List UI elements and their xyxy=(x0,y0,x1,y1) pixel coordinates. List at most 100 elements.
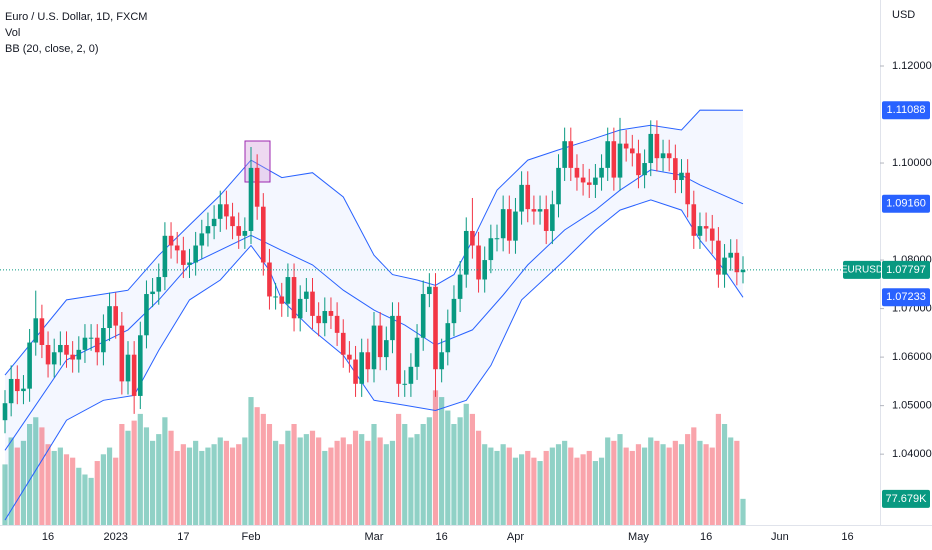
candle-body xyxy=(230,216,235,227)
candle-body xyxy=(224,204,229,217)
volume-bar xyxy=(555,444,562,525)
volume-bar xyxy=(217,437,223,525)
candle-body xyxy=(304,291,309,299)
candle-body xyxy=(377,325,383,358)
volume-bar xyxy=(537,461,543,525)
candle-body xyxy=(691,204,697,236)
volume-bar xyxy=(51,450,57,525)
volume-bar xyxy=(703,444,709,525)
volume-bar xyxy=(254,407,260,525)
volume-bar xyxy=(113,457,119,525)
volume-bar xyxy=(131,420,137,525)
volume-bar xyxy=(334,440,340,525)
candle-body xyxy=(574,167,580,178)
volume-bar xyxy=(488,447,494,525)
candle-body xyxy=(531,209,537,212)
candle-body xyxy=(101,328,106,353)
volume-bar xyxy=(377,437,383,525)
volume-bar xyxy=(697,440,703,525)
volume-bar xyxy=(236,444,242,525)
band-price-label: 1.07233 xyxy=(886,291,926,303)
candle-body xyxy=(162,235,168,278)
candle-body xyxy=(205,226,211,234)
x-tick-label: Feb xyxy=(242,531,261,543)
band-price-label: 1.11088 xyxy=(887,104,926,116)
volume-bar xyxy=(365,440,371,525)
candle-body xyxy=(144,294,149,336)
volume-bar xyxy=(143,427,150,525)
candle-body xyxy=(728,252,733,258)
volume-bar xyxy=(70,457,76,525)
candle-body xyxy=(463,230,469,275)
y-tick-label: 1.06000 xyxy=(892,351,932,363)
candle-body xyxy=(433,286,438,370)
volume-bar xyxy=(371,424,377,525)
candle-body xyxy=(709,228,715,241)
volume-bar xyxy=(525,450,531,525)
candle-body xyxy=(586,182,592,185)
volume-bar xyxy=(598,457,605,525)
symbol-label: EURUSD xyxy=(841,265,883,276)
candle-body xyxy=(316,315,321,324)
volume-bar xyxy=(721,424,728,525)
volume-bar xyxy=(500,444,506,525)
candle-body xyxy=(285,277,291,304)
candle-body xyxy=(365,352,371,370)
volume-bar xyxy=(648,437,654,525)
y-tick-label: 1.10000 xyxy=(892,157,932,169)
volume-bar xyxy=(574,457,580,525)
volume-bar xyxy=(125,430,131,525)
candle-body xyxy=(722,257,727,275)
volume-bar xyxy=(580,454,586,525)
candle-body xyxy=(107,306,112,329)
candle-body xyxy=(181,250,186,265)
volume-bar xyxy=(642,447,648,525)
candle-body xyxy=(94,337,100,353)
candle-body xyxy=(470,230,475,246)
volume-bar xyxy=(359,434,365,525)
volume-bar xyxy=(211,444,217,525)
candle-body xyxy=(156,277,162,292)
volume-bar xyxy=(605,437,611,525)
volume-bar xyxy=(414,434,420,525)
volume-bar xyxy=(162,417,168,525)
candle-body xyxy=(27,342,32,389)
volume-bar xyxy=(20,440,27,525)
volume-bar xyxy=(229,447,236,525)
volume-bar xyxy=(734,440,740,525)
volume-bar xyxy=(568,447,574,525)
volume-bar xyxy=(432,390,439,525)
candle-body xyxy=(125,354,131,382)
candle-body xyxy=(291,277,297,319)
x-tick-label: 17 xyxy=(177,531,189,543)
candle-layer xyxy=(2,117,746,434)
candle-body xyxy=(322,311,328,324)
price-label: 1.07797 xyxy=(886,264,926,276)
volume-bar xyxy=(186,447,193,525)
candle-body xyxy=(420,294,426,338)
volume-bar xyxy=(174,450,180,525)
x-tick-label: Mar xyxy=(365,531,384,543)
y-tick-label: 1.04000 xyxy=(892,448,932,460)
candle-body xyxy=(64,344,69,355)
volume-bar xyxy=(273,440,279,525)
candle-body xyxy=(297,298,303,319)
chart-title: Euro / U.S. Dollar, 1D, FXCM xyxy=(5,11,147,23)
candle-body xyxy=(33,318,39,343)
volume-bar xyxy=(709,447,715,525)
candle-body xyxy=(15,378,20,392)
x-tick-label: 2023 xyxy=(103,531,127,543)
volume-bar xyxy=(242,437,248,525)
volume-bar xyxy=(654,440,660,525)
volume-bar xyxy=(297,437,303,525)
x-tick-label: 16 xyxy=(841,531,853,543)
candle-body xyxy=(138,335,143,396)
candle-body xyxy=(562,141,567,168)
volume-bar xyxy=(346,444,352,525)
candle-body xyxy=(347,354,352,360)
candle-body xyxy=(513,211,518,241)
volume-bar xyxy=(512,457,519,525)
volume-bar xyxy=(611,440,617,525)
candle-body xyxy=(500,209,506,239)
volume-bar xyxy=(309,430,316,525)
